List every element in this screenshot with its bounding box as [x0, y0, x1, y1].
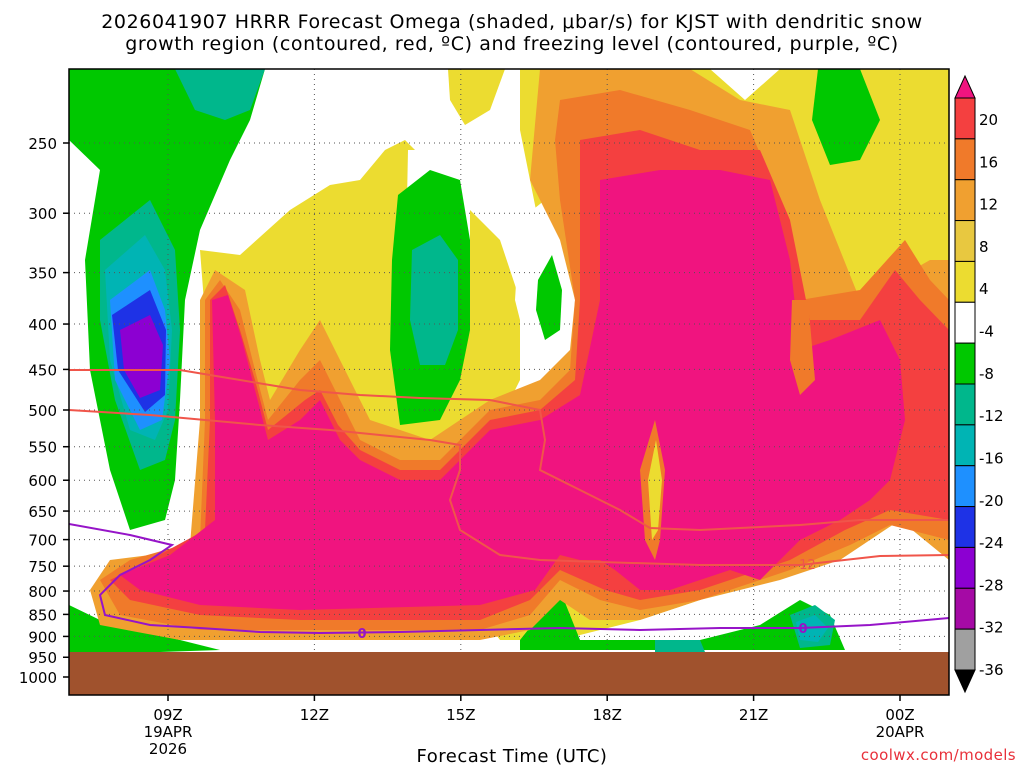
colorbar-swatch-3	[954, 179, 976, 222]
contour-label-dendritic: -12	[794, 558, 815, 573]
shade-4-intrusion-1	[648, 440, 662, 540]
colorbar-label-9: -20	[979, 492, 1004, 510]
ground-fill	[69, 652, 949, 695]
x-tick-label-18Z: 18Z	[593, 706, 622, 724]
shade-neg4-low-left	[69, 605, 220, 655]
colorbar-swatch-13	[954, 587, 976, 630]
shade-4-top-mid	[448, 69, 505, 125]
colorbar-label-4: 4	[979, 280, 989, 298]
y-tick-label-850: 850	[28, 606, 57, 624]
dendritic-contour-lower	[69, 409, 949, 566]
shade-neg24-left	[120, 315, 163, 398]
x-tick-label-12Z: 12Z	[300, 706, 329, 724]
y-tick-label-600: 600	[28, 472, 57, 490]
x-tick-label-00Z: 00Z	[885, 706, 914, 724]
x-tick-label-15Z: 15Z	[446, 706, 475, 724]
y-tick-label-350: 350	[28, 265, 57, 283]
colorbar-label-7: -12	[979, 407, 1004, 425]
colorbar-swatch-2	[954, 138, 976, 181]
plot-frame	[68, 68, 950, 696]
omega-shading	[69, 69, 949, 695]
shade-neg4-top-right	[812, 69, 880, 165]
shade-neg12-low	[796, 615, 828, 642]
dendritic-contour-inner	[489, 399, 949, 532]
x-tick-date-09Z: 19APR	[144, 723, 193, 741]
credit-text: coolwx.com/models	[860, 746, 1016, 764]
chart-title-line1: 2026041907 HRRR Forecast Omega (shaded, …	[101, 11, 923, 33]
colorbar-label-12: -32	[979, 619, 1004, 637]
y-tick-label-750: 750	[28, 558, 57, 576]
x-tick-label-21Z: 21Z	[739, 706, 768, 724]
contour-label-freezing-1: 0	[357, 627, 366, 642]
y-tick-label-450: 450	[28, 361, 57, 379]
y-tick-label-550: 550	[28, 439, 57, 457]
colorbar-label-8: -16	[979, 449, 1004, 467]
colorbar-swatch-12	[954, 546, 976, 589]
y-tick-label-800: 800	[28, 583, 57, 601]
colorbar-label-6: -8	[979, 365, 994, 383]
colorbar-swatch-8	[954, 383, 976, 426]
plot-grid	[69, 69, 949, 652]
colorbar-swatch-6	[954, 301, 976, 344]
colorbar-swatch-4	[954, 220, 976, 262]
colorbar-swatch-1	[954, 97, 976, 140]
y-tick-label-650: 650	[28, 503, 57, 521]
shade-neg8-mid	[410, 235, 458, 365]
y-tick-label-300: 300	[28, 205, 57, 223]
shade-20-core	[120, 170, 905, 610]
x-tick-year-09Z: 2026	[149, 740, 187, 758]
colorbar-label-10: -24	[979, 534, 1004, 552]
shade-neg8-top	[175, 69, 265, 120]
y-tick-label-700: 700	[28, 532, 57, 550]
colorbar-swatch-5	[954, 260, 976, 303]
y-tick-label-950: 950	[28, 649, 57, 667]
y-axis: 250 300 350 400 450 500 550 600 650 700 750 800 850 9…	[19, 135, 69, 687]
colorbar: 20 16 12 8 4 -4 -8 -12 -16 -20 -24 -28 -32 -36	[954, 74, 1004, 694]
y-tick-label-400: 400	[28, 316, 57, 334]
colorbar-label-2: 12	[979, 196, 998, 214]
colorbar-label-11: -28	[979, 576, 1004, 594]
colorbar-swatch-9	[954, 424, 976, 467]
x-tick-date-00Z: 20APR	[876, 723, 925, 741]
x-axis-label: Forecast Time (UTC)	[416, 746, 608, 767]
colorbar-label-1: 16	[979, 153, 998, 171]
shade-neg4-low-band	[520, 590, 845, 650]
y-tick-label-250: 250	[28, 135, 57, 153]
shade-neg8-low-strip	[655, 640, 705, 652]
y-tick-label-500: 500	[28, 402, 57, 420]
shade-neg4-small	[536, 255, 562, 340]
contour-label-freezing-2: 0	[798, 622, 807, 637]
colorbar-label-3: 8	[979, 238, 989, 256]
colorbar-label-5: -4	[979, 323, 994, 341]
colorbar-bottom-triangle	[954, 669, 976, 694]
x-tick-label-09Z: 09Z	[153, 706, 182, 724]
y-tick-label-1000: 1000	[19, 669, 57, 687]
colorbar-label-13: -36	[979, 661, 1004, 679]
colorbar-swatch-7	[954, 342, 976, 385]
shade-12-intrusion-2	[790, 300, 815, 395]
y-tick-label-900: 900	[28, 628, 57, 646]
chart-title-line2: growth region (contoured, red, ºC) and f…	[125, 33, 899, 55]
dendritic-contour-upper	[69, 369, 491, 401]
colorbar-swatch-14	[954, 628, 976, 671]
freezing-level-contour	[69, 523, 949, 635]
colorbar-label-0: 20	[979, 111, 998, 129]
colorbar-top-triangle	[954, 74, 976, 99]
colorbar-swatch-11	[954, 506, 976, 548]
shade-4-top-right	[930, 69, 949, 120]
colorbar-swatch-10	[954, 465, 976, 508]
